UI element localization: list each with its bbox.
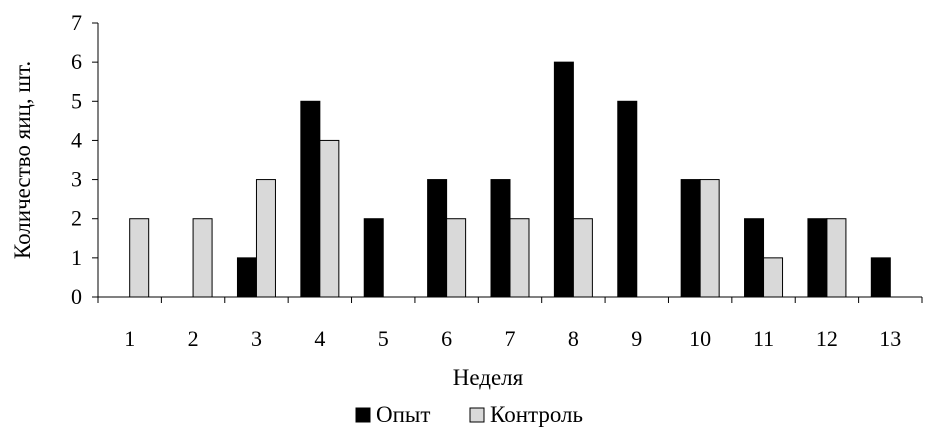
bar-opyt-week-7 [490, 179, 511, 298]
bar-opyt-week-4 [300, 100, 321, 298]
y-tick-label: 3 [71, 167, 82, 192]
x-tick-label: 3 [251, 326, 262, 351]
legend: Опыт Контроль [355, 402, 583, 427]
bar-opyt-week-6 [427, 179, 448, 298]
y-tick-label: 6 [71, 49, 82, 74]
legend-swatch [469, 407, 485, 423]
y-tick-label: 4 [71, 127, 82, 152]
x-tick-label: 12 [816, 326, 838, 351]
x-tick-label: 2 [188, 326, 199, 351]
bar-kontrol-week-11 [763, 257, 784, 298]
y-axis-title: Количество яиц, шт. [10, 61, 35, 259]
y-tick-label: 0 [71, 284, 82, 309]
x-tick-label: 4 [314, 326, 325, 351]
y-tick-label: 5 [71, 88, 82, 113]
bar-opyt-week-3 [236, 257, 257, 298]
bar-kontrol-week-7 [509, 218, 530, 298]
bar-kontrol-week-10 [699, 179, 720, 298]
legend-label: Опыт [376, 402, 430, 427]
bar-opyt-week-5 [363, 218, 384, 298]
x-tick-label: 6 [441, 326, 452, 351]
bar-kontrol-week-1 [129, 218, 150, 298]
x-axis: 1 2 3 4 5 6 7 8 9 10 11 12 13 [97, 296, 923, 351]
y-tick-label: 1 [71, 245, 82, 270]
bar-opyt-week-10 [680, 179, 701, 298]
y-tick-label: 2 [71, 206, 82, 231]
legend-label: Контроль [490, 402, 583, 427]
legend-swatch [355, 407, 371, 423]
y-axis: 0 1 2 3 4 5 6 7 [71, 10, 99, 309]
bar-kontrol-week-2 [192, 218, 213, 298]
x-tick-label: 1 [124, 326, 135, 351]
bar-kontrol-week-6 [446, 218, 467, 298]
x-axis-title: Неделя [453, 365, 524, 390]
bar-opyt-week-13 [870, 257, 891, 298]
bar-opyt-week-9 [617, 100, 638, 298]
x-tick-label: 9 [631, 326, 642, 351]
x-tick-label: 8 [568, 326, 579, 351]
bar-kontrol-week-12 [826, 218, 847, 298]
x-tick-label: 5 [378, 326, 389, 351]
bar-opyt-week-12 [807, 218, 828, 298]
bar-kontrol-week-4 [319, 139, 340, 298]
bar-kontrol-week-3 [255, 179, 276, 298]
bar-opyt-week-11 [744, 218, 765, 298]
x-tick-label: 11 [753, 326, 774, 351]
x-tick-label: 13 [879, 326, 901, 351]
bar-opyt-week-8 [553, 61, 574, 298]
x-tick-label: 10 [689, 326, 711, 351]
x-tick-label: 7 [505, 326, 516, 351]
bar-kontrol-week-8 [572, 218, 593, 298]
bars [129, 61, 891, 298]
y-tick-label: 7 [71, 10, 82, 35]
